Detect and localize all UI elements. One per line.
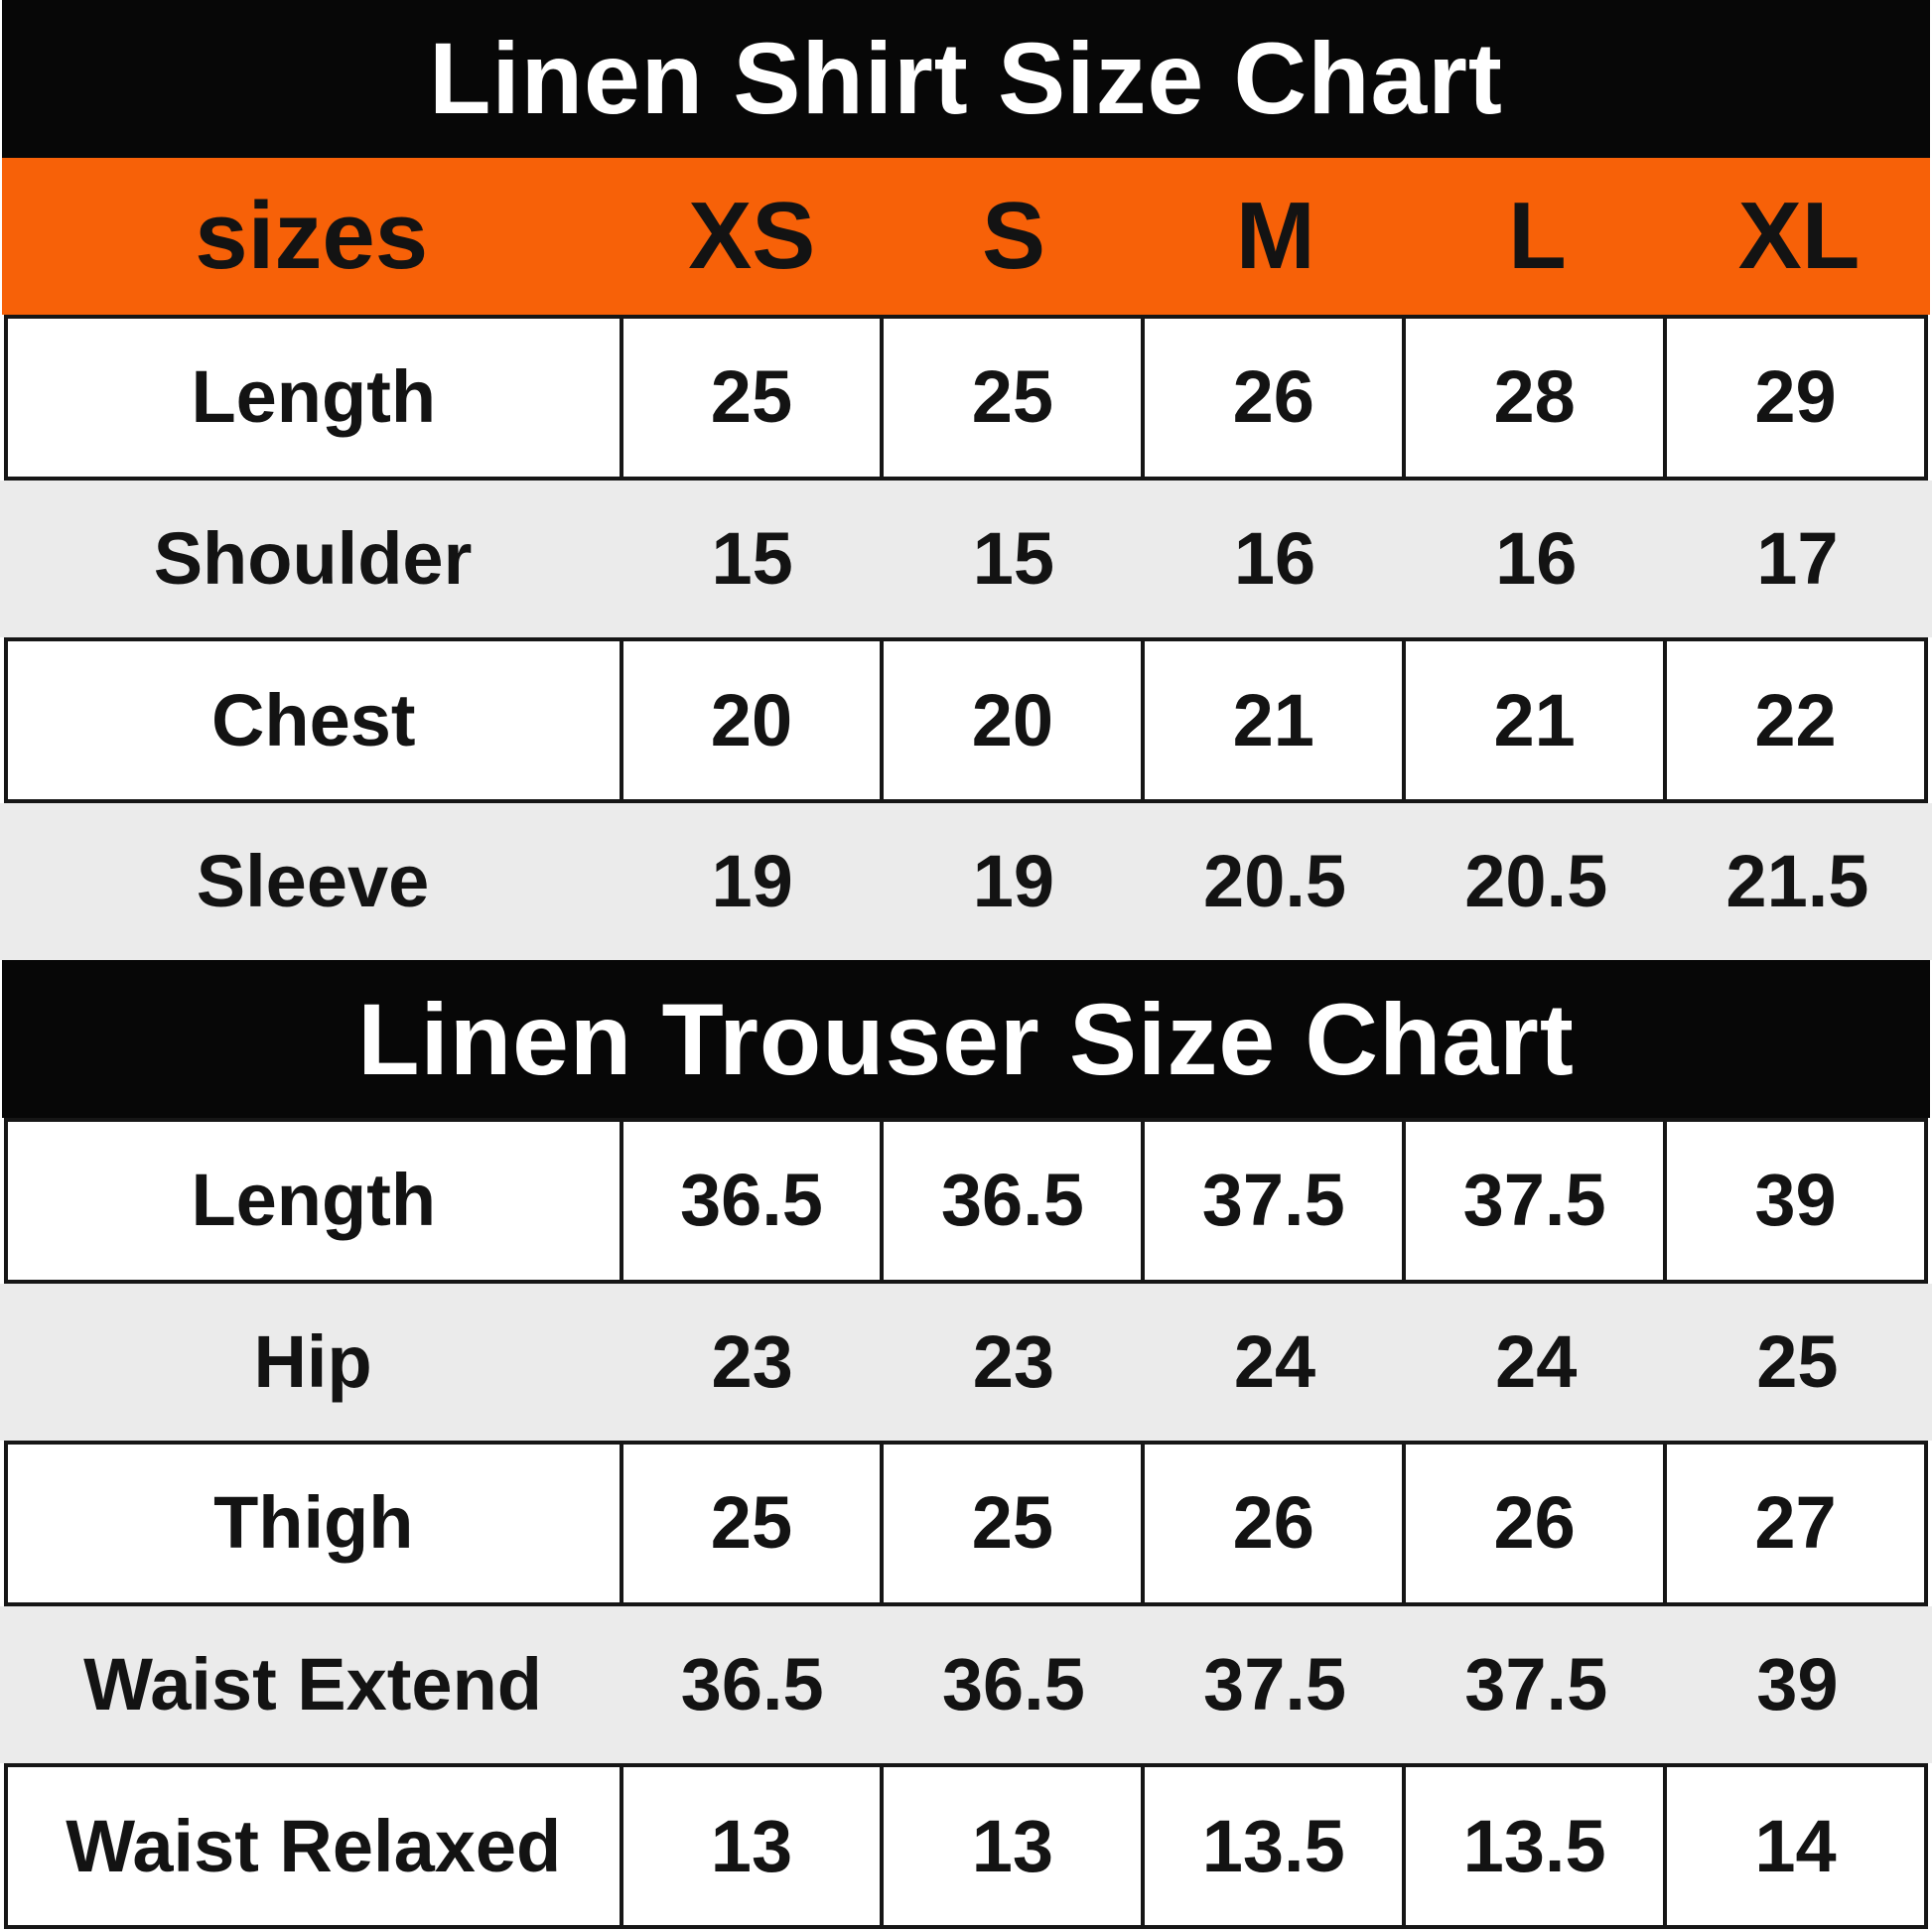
trouser-row-waist-extend: Waist Extend 36.5 36.5 37.5 37.5 39 bbox=[0, 1605, 1932, 1764]
value-cell: 23 bbox=[711, 1319, 793, 1403]
value-cell: 13.5 bbox=[1145, 1767, 1407, 1925]
value-cell: 37.5 bbox=[1406, 1122, 1668, 1280]
value-cell: 39 bbox=[1754, 1159, 1837, 1242]
sizes-header-label: sizes bbox=[195, 182, 429, 289]
shirt-row-sleeve: Sleeve 19 19 20.5 20.5 21.5 bbox=[0, 802, 1932, 961]
value-cell: 25 bbox=[1756, 1319, 1839, 1403]
shirt-row-chest: Chest 20 20 21 21 22 bbox=[4, 637, 1928, 803]
value-cell: 13 bbox=[884, 1767, 1146, 1925]
row-label: Waist Extend bbox=[83, 1643, 542, 1726]
value-cell: 23 bbox=[972, 1319, 1055, 1403]
size-col-s: S bbox=[981, 182, 1045, 289]
row-label: Hip bbox=[253, 1319, 372, 1403]
value-cell: 36.5 bbox=[884, 1122, 1146, 1280]
value-cell: 19 bbox=[972, 840, 1055, 923]
row-label: Chest bbox=[8, 641, 623, 799]
value-cell: 36.5 bbox=[941, 1643, 1085, 1726]
value-cell: 37.5 bbox=[1203, 1643, 1347, 1726]
size-col-xl: XL bbox=[1737, 182, 1861, 289]
value-cell: 25 bbox=[884, 1445, 1146, 1602]
value-cell: 28 bbox=[1406, 319, 1668, 477]
row-label: Shoulder bbox=[153, 517, 473, 601]
trouser-row-thigh: Thigh 25 25 26 26 27 bbox=[4, 1441, 1928, 1606]
row-label: Length bbox=[8, 1122, 623, 1280]
value-cell: 20.5 bbox=[1203, 840, 1347, 923]
row-label: Waist Relaxed bbox=[8, 1767, 623, 1925]
value-cell: 24 bbox=[1495, 1319, 1578, 1403]
row-label: Length bbox=[8, 319, 623, 477]
value-cell: 36.5 bbox=[623, 1122, 885, 1280]
sizes-header-row: sizes XS S M L XL bbox=[2, 157, 1930, 316]
size-col-xs: XS bbox=[688, 182, 816, 289]
value-cell: 15 bbox=[972, 517, 1055, 601]
trouser-row-length: Length 36.5 36.5 37.5 37.5 39 bbox=[4, 1118, 1928, 1284]
value-cell: 25 bbox=[623, 1445, 885, 1602]
value-cell: 36.5 bbox=[680, 1643, 824, 1726]
value-cell: 25 bbox=[623, 319, 885, 477]
value-cell: 16 bbox=[1233, 517, 1316, 601]
value-cell: 24 bbox=[1233, 1319, 1316, 1403]
value-cell: 26 bbox=[1406, 1445, 1668, 1602]
size-col-l: L bbox=[1508, 182, 1567, 289]
value-cell: 17 bbox=[1756, 517, 1839, 601]
value-cell: 26 bbox=[1145, 1445, 1407, 1602]
value-cell: 19 bbox=[711, 840, 793, 923]
shirt-chart-title: Linen Shirt Size Chart bbox=[429, 22, 1503, 136]
value-cell: 13.5 bbox=[1406, 1767, 1668, 1925]
shirt-row-length: Length 25 25 26 28 29 bbox=[4, 315, 1928, 481]
value-cell: 16 bbox=[1495, 517, 1578, 601]
value-cell: 37.5 bbox=[1145, 1122, 1407, 1280]
shirt-title-bar: Linen Shirt Size Chart bbox=[2, 0, 1930, 158]
value-cell: 37.5 bbox=[1464, 1643, 1608, 1726]
value-cell: 27 bbox=[1754, 1481, 1837, 1565]
trouser-row-waist-relaxed: Waist Relaxed 13 13 13.5 13.5 14 bbox=[4, 1763, 1928, 1929]
value-cell: 39 bbox=[1756, 1643, 1839, 1726]
row-label: Sleeve bbox=[196, 840, 430, 923]
value-cell: 21 bbox=[1406, 641, 1668, 799]
value-cell: 20 bbox=[623, 641, 885, 799]
value-cell: 22 bbox=[1754, 678, 1837, 761]
value-cell: 29 bbox=[1754, 355, 1837, 439]
value-cell: 21 bbox=[1145, 641, 1407, 799]
row-label: Thigh bbox=[8, 1445, 623, 1602]
value-cell: 25 bbox=[884, 319, 1146, 477]
trouser-chart-title: Linen Trouser Size Chart bbox=[357, 982, 1575, 1096]
value-cell: 20.5 bbox=[1464, 840, 1608, 923]
value-cell: 14 bbox=[1754, 1804, 1837, 1887]
value-cell: 15 bbox=[711, 517, 793, 601]
value-cell: 13 bbox=[623, 1767, 885, 1925]
shirt-row-shoulder: Shoulder 15 15 16 16 17 bbox=[0, 480, 1932, 638]
size-col-m: M bbox=[1235, 182, 1315, 289]
value-cell: 21.5 bbox=[1725, 840, 1869, 923]
trouser-title-bar: Linen Trouser Size Chart bbox=[2, 960, 1930, 1119]
value-cell: 26 bbox=[1145, 319, 1407, 477]
trouser-row-hip: Hip 23 23 24 24 25 bbox=[0, 1283, 1932, 1442]
value-cell: 20 bbox=[884, 641, 1146, 799]
